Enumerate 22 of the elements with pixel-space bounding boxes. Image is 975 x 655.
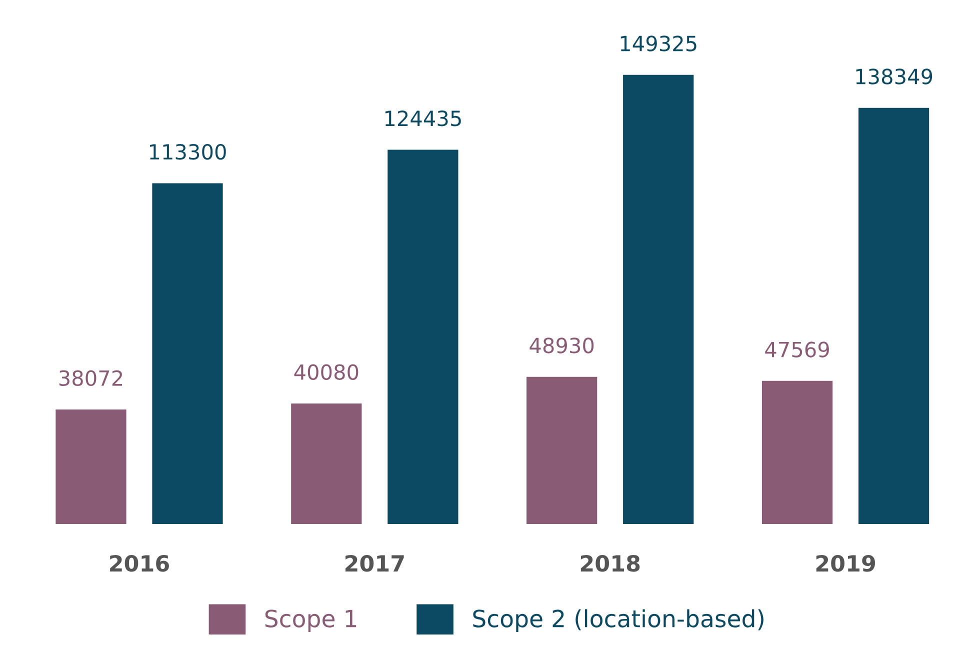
bar <box>56 409 126 524</box>
data-label: 47569 <box>765 342 829 358</box>
data-label: 124435 <box>385 110 461 126</box>
x-tick-label: 2016 <box>110 554 169 572</box>
data-label: 48930 <box>530 338 594 354</box>
bar <box>623 74 694 524</box>
bar <box>291 403 362 524</box>
bar <box>152 183 223 524</box>
data-label: 149325 <box>620 36 696 52</box>
bar <box>858 108 930 524</box>
legend-label: Scope 2 (location-based) <box>473 609 764 632</box>
data-label: 38072 <box>59 370 122 386</box>
bar <box>526 376 598 524</box>
x-tick-label: 2018 <box>580 554 640 572</box>
x-tick-label: 2019 <box>816 554 876 572</box>
data-label: 40080 <box>294 364 358 380</box>
legend-label: Scope 1 <box>265 610 356 632</box>
data-label: 138349 <box>856 68 932 84</box>
data-label: 113300 <box>150 144 226 160</box>
bar <box>762 380 833 524</box>
x-tick-label: 2017 <box>345 554 404 572</box>
bar <box>388 150 458 524</box>
